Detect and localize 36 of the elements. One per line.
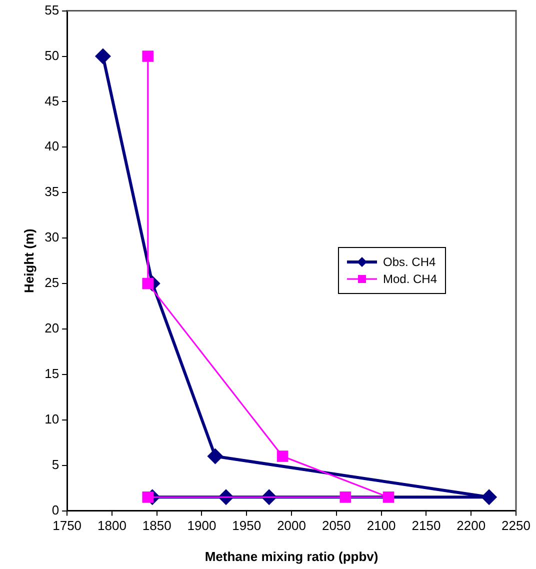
x-tick-label: 2250 <box>502 518 530 534</box>
x-tick-label: 2000 <box>277 518 306 534</box>
x-tick-label: 1750 <box>52 518 82 534</box>
point <box>207 448 224 464</box>
x-tick-label: 1950 <box>232 518 262 534</box>
y-tick-label: 40 <box>44 138 60 154</box>
x-axis-title: Methane mixing ratio (ppbv) <box>204 548 378 564</box>
x-tick-label: 1900 <box>187 518 216 534</box>
x-tick-label: 1800 <box>97 518 126 534</box>
point <box>142 278 154 290</box>
point <box>276 450 288 462</box>
x-tick-label: 1850 <box>142 518 172 534</box>
x-tick-label: 2150 <box>412 518 441 534</box>
y-tick-label: 25 <box>44 275 60 290</box>
y-axis-title: Height (m) <box>21 228 36 293</box>
y-tick-label: 10 <box>44 411 60 426</box>
y-tick-label: 50 <box>44 48 60 63</box>
y-tick-label: 35 <box>44 184 60 200</box>
y-tick-label: 0 <box>52 502 60 518</box>
y-tick-label: 15 <box>44 366 60 382</box>
y-tick-label: 5 <box>52 456 60 472</box>
y-tick-label: 55 <box>44 2 60 18</box>
point <box>481 489 498 506</box>
point <box>94 48 111 64</box>
point <box>142 492 154 503</box>
legend-label: Obs. CH4 <box>383 255 436 270</box>
point <box>382 492 394 503</box>
y-tick-label: 20 <box>44 320 60 336</box>
legend-label: Mod. CH4 <box>383 272 438 286</box>
y-tick-label: 30 <box>44 230 60 245</box>
point <box>340 492 352 503</box>
y-tick-label: 45 <box>44 93 60 108</box>
x-tick-label: 2200 <box>456 518 486 534</box>
point <box>142 50 154 62</box>
x-tick-label: 2050 <box>322 518 351 534</box>
x-tick-label: 2100 <box>366 518 396 534</box>
